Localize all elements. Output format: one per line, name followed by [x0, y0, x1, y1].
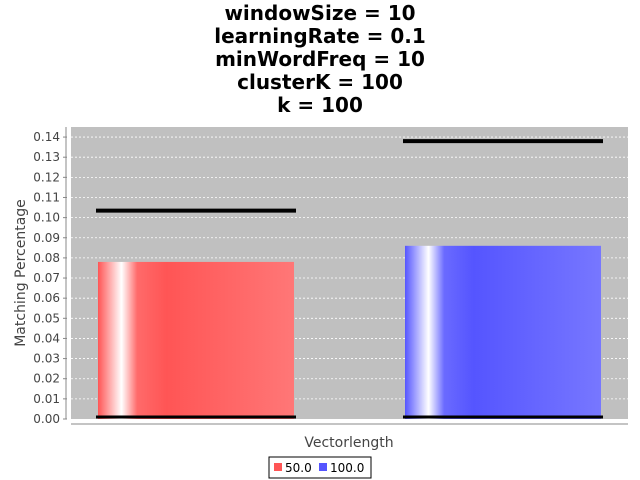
- bar-100.0: [405, 245, 601, 419]
- legend-swatch-50.0: [274, 463, 282, 471]
- y-tick-label: 0.11: [33, 190, 60, 204]
- title-line: learningRate = 0.1: [214, 24, 426, 48]
- y-tick-label: 0.07: [33, 271, 60, 285]
- y-tick-label: 0.01: [33, 392, 60, 406]
- title-line: k = 100: [277, 93, 363, 117]
- y-tick-label: 0.08: [33, 251, 60, 265]
- y-tick-label: 0.06: [33, 291, 60, 305]
- y-tick-label: 0.02: [33, 372, 60, 386]
- y-tick-label: 0.05: [33, 311, 60, 325]
- y-tick-label: 0.10: [33, 211, 60, 225]
- x-axis-label: Vectorlength: [304, 435, 393, 451]
- bars: [98, 245, 601, 419]
- y-tick-label: 0.00: [33, 412, 60, 426]
- legend: 50.0 100.0: [268, 456, 372, 479]
- legend-label-100.0: 100.0: [330, 461, 364, 475]
- bar-50.0: [98, 261, 294, 419]
- y-tick-label: 0.09: [33, 231, 60, 245]
- title-line: clusterK = 100: [237, 70, 403, 94]
- title-line: minWordFreq = 10: [215, 47, 425, 71]
- y-tick-label: 0.13: [33, 150, 60, 164]
- y-tick-label: 0.12: [33, 170, 60, 184]
- legend-swatch-100.0: [319, 463, 327, 471]
- error-bars: [96, 139, 603, 419]
- y-axis-ticks: 0.00 0.01 0.02 0.03 0.04 0.05 0.06 0.07 0.08 0.09…: [33, 130, 67, 426]
- y-axis-label: Matching Percentage: [13, 199, 29, 347]
- y-tick-label: 0.03: [33, 352, 60, 366]
- legend-label-50.0: 50.0: [285, 461, 312, 475]
- y-tick-label: 0.04: [33, 331, 60, 345]
- title-line: windowSize = 10: [224, 1, 415, 25]
- y-tick-label: 0.14: [33, 130, 60, 144]
